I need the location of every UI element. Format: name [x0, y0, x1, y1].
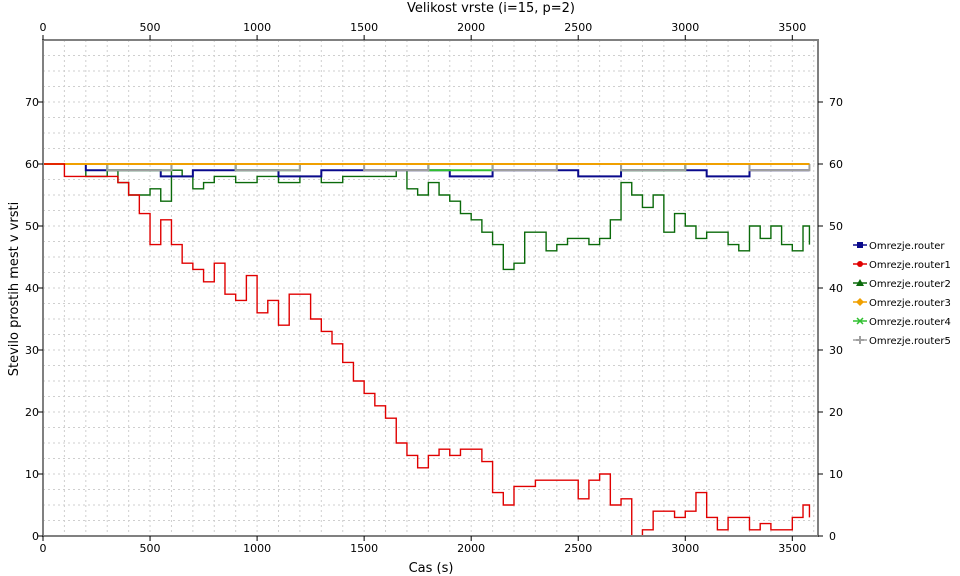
ticks-group: 0050050010001000150015002000200025002500…: [25, 21, 843, 555]
x-tick-label: 1000: [243, 542, 271, 555]
y-axis-label: Stevilo prostih mest v vrsti: [7, 202, 22, 376]
legend-marker-diamond: [856, 298, 864, 306]
y-tick-label: 10: [25, 468, 39, 481]
legend-marker-triangle: [856, 279, 864, 286]
x-tick-label: 3000: [671, 542, 699, 555]
x-tick-label: 2000: [457, 542, 485, 555]
y-tick-label: 50: [25, 220, 39, 233]
legend-marker-square: [857, 242, 863, 248]
legend-label: Omrezje.router1: [869, 260, 951, 271]
series-group: [43, 163, 811, 537]
legend: Omrezje.router Omrezje.router1 Omrezje.rou…: [853, 241, 951, 347]
x-tick-label-top: 1000: [243, 21, 271, 34]
y-tick-label: 40: [25, 282, 39, 295]
x-tick-label: 500: [140, 542, 161, 555]
y-tick-label: 60: [25, 158, 39, 171]
series-line-Omrezje.router2: [43, 163, 811, 271]
x-tick-label-top: 3000: [671, 21, 699, 34]
x-tick-label-top: 2500: [564, 21, 592, 34]
y-tick-label-right: 0: [829, 530, 836, 543]
x-tick-label-top: 2000: [457, 21, 485, 34]
x-axis-label: Cas (s): [409, 561, 454, 576]
y-tick-label-right: 50: [829, 220, 843, 233]
x-tick-label: 1500: [350, 542, 378, 555]
chart-title: Velikost vrste (i=15, p=2): [407, 1, 575, 16]
x-tick-label-top: 500: [140, 21, 161, 34]
y-tick-label: 20: [25, 406, 39, 419]
y-tick-label-right: 10: [829, 468, 843, 481]
x-tick-label-top: 3500: [778, 21, 806, 34]
x-tick-label-top: 1500: [350, 21, 378, 34]
series-line-Omrezje.router1: [43, 163, 811, 537]
y-tick-label-right: 70: [829, 96, 843, 109]
legend-label: Omrezje.router: [869, 241, 945, 252]
y-tick-label: 0: [32, 530, 39, 543]
x-tick-label: 3500: [778, 542, 806, 555]
y-tick-label-right: 30: [829, 344, 843, 357]
legend-label: Omrezje.router3: [869, 298, 951, 309]
y-tick-label: 30: [25, 344, 39, 357]
x-tick-label: 2500: [564, 542, 592, 555]
x-tick-label: 0: [40, 542, 47, 555]
y-tick-label-right: 60: [829, 158, 843, 171]
legend-label: Omrezje.router4: [869, 317, 951, 328]
legend-label: Omrezje.router5: [869, 336, 951, 347]
legend-label: Omrezje.router2: [869, 279, 951, 290]
y-tick-label-right: 40: [829, 282, 843, 295]
legend-marker-circle: [857, 261, 863, 267]
legend-marker-x: [856, 317, 864, 325]
x-tick-label-top: 0: [40, 21, 47, 34]
grid: [42, 39, 818, 537]
y-tick-label-right: 20: [829, 406, 843, 419]
y-tick-label: 70: [25, 96, 39, 109]
